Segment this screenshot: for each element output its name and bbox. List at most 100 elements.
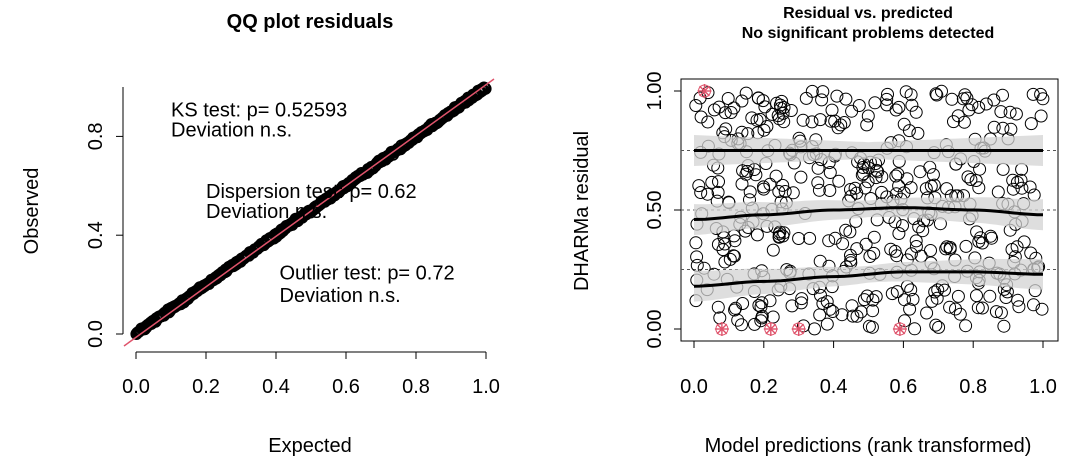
residual-point [792, 232, 806, 245]
residual-point [916, 224, 930, 238]
residual-point [979, 97, 993, 111]
residual-x-tick-label: 0.4 [820, 376, 848, 398]
residual-point [844, 183, 857, 196]
residual-point [826, 305, 840, 318]
residual-point [983, 289, 997, 303]
outlier-star-marker [763, 322, 778, 336]
residual-point [845, 104, 859, 118]
residual-point [794, 170, 808, 184]
residual-point [692, 179, 706, 193]
residual-point [964, 173, 978, 186]
residual-point [712, 175, 725, 189]
residual-point [957, 115, 971, 129]
residual-point [824, 114, 838, 128]
residual-point [880, 92, 894, 106]
residual-point [909, 234, 923, 248]
residual-point [892, 227, 906, 240]
residual-point [1034, 109, 1048, 123]
residual-x-tick-label: 0.0 [680, 376, 708, 398]
residual-point [1012, 300, 1026, 314]
residual-point [972, 181, 986, 195]
qq-reference-line-group [123, 78, 495, 347]
residual-x-tick-label: 1.0 [1029, 376, 1057, 398]
residual-point [1010, 240, 1024, 254]
residual-point [931, 283, 945, 297]
qq-annotation-text: Deviation n.s. [171, 119, 292, 141]
residual-point [755, 296, 769, 310]
qq-axes: 0.0 0.2 0.4 0.6 0.8 1.0 0.0 0.4 0.8 [85, 87, 500, 398]
residual-point [940, 182, 954, 196]
qq-y-axis-label: Observed [21, 168, 43, 255]
residual-y-tick-label: 0.50 [644, 191, 666, 230]
residual-point [890, 285, 904, 299]
residual-point [867, 246, 881, 260]
residual-point [863, 250, 877, 263]
residual-point [1027, 298, 1040, 312]
residual-x-tick-label: 0.2 [750, 376, 778, 398]
residual-point [689, 99, 703, 112]
residual-point [996, 88, 1009, 102]
residual-point [749, 168, 763, 182]
residual-point [860, 118, 874, 132]
residual-point [994, 105, 1008, 119]
residual-point [739, 86, 753, 100]
residual-x-tick-label: 0.8 [959, 376, 987, 398]
residual-point [920, 306, 934, 320]
residual-point [870, 163, 884, 177]
qq-annotation-text: Deviation n.s. [280, 285, 401, 307]
residual-point [770, 96, 784, 110]
residual-point [815, 93, 829, 107]
residual-point [958, 88, 972, 102]
residual-point [1004, 122, 1018, 136]
residual-point [727, 101, 741, 115]
residual-point [811, 161, 825, 175]
residual-point [694, 110, 708, 124]
residual-point [728, 234, 742, 248]
residual-point [984, 229, 998, 243]
residual-point [1010, 175, 1024, 189]
residual-point [735, 94, 749, 108]
residual-point [930, 88, 944, 102]
residual-point [755, 309, 769, 323]
residual-point [758, 100, 772, 114]
residual-point [987, 93, 1001, 107]
residual-point [723, 252, 737, 266]
residual-point [1011, 293, 1025, 307]
residual-point [816, 297, 830, 311]
qq-x-tick-label: 0.0 [122, 376, 150, 398]
residual-point [996, 162, 1010, 176]
qq-x-tick-label: 0.6 [332, 376, 360, 398]
outlier-star-marker [714, 322, 729, 336]
residual-point [1024, 117, 1038, 131]
qq-plot-title: QQ plot residuals [227, 11, 394, 33]
residual-point [822, 234, 836, 248]
qq-x-tick-label: 0.4 [262, 376, 290, 398]
residual-point [794, 296, 808, 310]
residual-point [766, 243, 780, 257]
residual-point [861, 175, 875, 189]
residual-point [850, 242, 864, 256]
residual-point [713, 311, 727, 325]
residual-point [811, 176, 825, 190]
residual-point [766, 310, 780, 324]
residual-point [735, 318, 748, 332]
residual-point [743, 185, 757, 199]
residual-point [705, 175, 719, 189]
residual-point [850, 186, 864, 200]
residual-point [845, 299, 859, 313]
residual-point [960, 91, 974, 105]
residual-point [892, 100, 906, 114]
residual-point [959, 319, 973, 333]
residual-point [836, 237, 850, 251]
residual-point [989, 305, 1003, 319]
residual-point [994, 306, 1008, 320]
residual-point [1009, 107, 1023, 121]
residual-point [808, 322, 821, 336]
residual-point [949, 302, 962, 316]
outlier-star-stroke [894, 323, 906, 335]
qq-y-tick-label: 0.8 [85, 122, 107, 150]
residual-point [820, 317, 834, 331]
quantile-confidence-band [694, 197, 1043, 235]
residual-point [850, 309, 864, 323]
residual-point [765, 107, 779, 121]
